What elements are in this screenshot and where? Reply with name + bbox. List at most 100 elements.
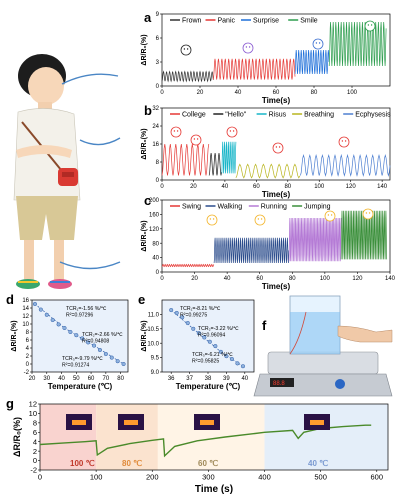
fit-annotation: TCR₁=-8.21 %/℃ xyxy=(180,306,221,312)
cartoon-eye xyxy=(327,214,330,216)
fit-annotation: R²=0.96094 xyxy=(198,333,225,339)
y-tick-label: 11.0 xyxy=(148,313,160,319)
y-tick-label: 32 xyxy=(152,106,159,112)
y-tick-label: 2 xyxy=(33,447,37,456)
y-axis-label: ΔR/R₀(%) xyxy=(141,34,148,65)
cartoon-eye xyxy=(212,218,215,220)
x-tick-label: 140 xyxy=(377,184,388,190)
cartoon-eye xyxy=(186,48,189,50)
data-point xyxy=(56,322,61,327)
panel-letter-e: e xyxy=(138,292,145,307)
series-line xyxy=(221,141,237,174)
cartoon-eye xyxy=(318,42,321,44)
data-point xyxy=(68,329,73,335)
fit-annotation: TCR₂=-2.66 %/℃ xyxy=(82,332,123,338)
axis-frame xyxy=(31,299,129,373)
y-tick-label: 8 xyxy=(33,418,37,427)
x-tick-label: 500 xyxy=(314,473,327,482)
series-line xyxy=(213,237,290,264)
data-point xyxy=(80,336,85,341)
series-line xyxy=(294,49,330,75)
legend-entry: Panic xyxy=(218,18,236,25)
y-tick-label: 80 xyxy=(152,241,159,247)
x-axis-label: Time(s) xyxy=(262,190,291,199)
cartoon-face xyxy=(364,20,376,32)
x-tick-label: 600 xyxy=(371,473,384,482)
cartoon-face xyxy=(362,208,374,220)
y-tick-label: 0 xyxy=(26,362,30,368)
data-point xyxy=(32,301,38,307)
thermal-hotspot xyxy=(124,420,138,425)
y-tick-label: 8 xyxy=(26,330,30,336)
cartoon-eye xyxy=(368,212,371,214)
x-tick-label: 40 xyxy=(241,376,248,382)
panel-letter-f: f xyxy=(262,318,267,333)
x-tick-label: 100 xyxy=(347,90,358,96)
x-tick-label: 100 xyxy=(320,276,331,282)
cartoon-face xyxy=(170,126,182,138)
x-tick-label: 40 xyxy=(58,376,65,382)
panel-letter-g: g xyxy=(6,396,14,411)
cartoon-eye xyxy=(245,46,248,48)
x-tick-label: 200 xyxy=(146,473,159,482)
y-tick-label: 16 xyxy=(152,142,159,148)
y-axis-label: ΔR/R₀(%) xyxy=(141,320,148,351)
chart-b: 0 20 40 60 80 100 120 140 0 8 16 24 32 Time(s) ΔR/R₀(%… xyxy=(141,106,391,199)
series-line xyxy=(300,153,391,177)
series-line xyxy=(161,263,215,268)
fit-annotation: R²=0.91274 xyxy=(62,363,89,369)
arrow-to-b xyxy=(79,137,121,146)
cartoon-eye xyxy=(344,140,347,142)
legend-entry: Jumping xyxy=(304,204,331,211)
series-line xyxy=(340,210,388,260)
data-point xyxy=(185,320,190,326)
cartoon-eye xyxy=(193,138,196,140)
y-tick-label: 24 xyxy=(152,124,159,130)
y-tick-label: 12 xyxy=(22,314,29,320)
data-point xyxy=(91,343,97,348)
arrow-to-a xyxy=(61,73,119,85)
x-tick-label: 80 xyxy=(284,184,291,190)
fit-annotation: TCR₂=-3.22 %/℃ xyxy=(198,326,239,332)
y-tick-label: 9 xyxy=(156,12,160,18)
x-tick-label: 40 xyxy=(235,90,242,96)
x-tick-label: 60 xyxy=(88,376,95,382)
legend-entry: College xyxy=(182,112,206,119)
y-tick-label: 10.0 xyxy=(147,341,159,347)
panel-letter-d: d xyxy=(6,292,14,307)
legend-entry: Walking xyxy=(218,204,243,211)
y-tick-label: 10.5 xyxy=(147,327,159,333)
y-tick-label: 40 xyxy=(152,256,159,262)
data-point xyxy=(169,308,174,313)
data-point xyxy=(191,326,196,331)
cartoon-eye xyxy=(341,140,344,142)
x-tick-label: 140 xyxy=(385,276,396,282)
x-tick-label: 80 xyxy=(117,376,124,382)
x-tick-label: 0 xyxy=(38,473,42,482)
thermal-hotspot xyxy=(310,420,324,425)
panel-letter-b: b xyxy=(144,103,152,118)
x-tick-label: 60 xyxy=(273,90,280,96)
x-tick-label: 36 xyxy=(168,376,175,382)
y-tick-label: 0 xyxy=(156,270,160,276)
data-point xyxy=(202,335,207,340)
x-tick-label: 0 xyxy=(160,184,164,190)
x-tick-label: 20 xyxy=(29,376,36,382)
cartoon-eye xyxy=(330,214,333,216)
x-tick-label: 39 xyxy=(223,376,230,382)
cartoon-face xyxy=(272,142,284,154)
temperature-label: 40 ℃ xyxy=(308,459,328,468)
y-tick-label: 6 xyxy=(26,338,30,344)
axis-frame xyxy=(161,199,391,273)
data-point xyxy=(196,331,201,336)
data-point xyxy=(86,340,91,345)
x-tick-label: 120 xyxy=(352,276,363,282)
y-axis-label: ΔR/R₀(%) xyxy=(12,417,22,457)
y-tick-label: 10 xyxy=(29,409,37,418)
fit-annotation: TCR₁=-1.56 %/℃ xyxy=(66,306,107,312)
data-point xyxy=(229,356,234,362)
cartoon-eye xyxy=(209,218,212,220)
data-point xyxy=(97,347,102,353)
